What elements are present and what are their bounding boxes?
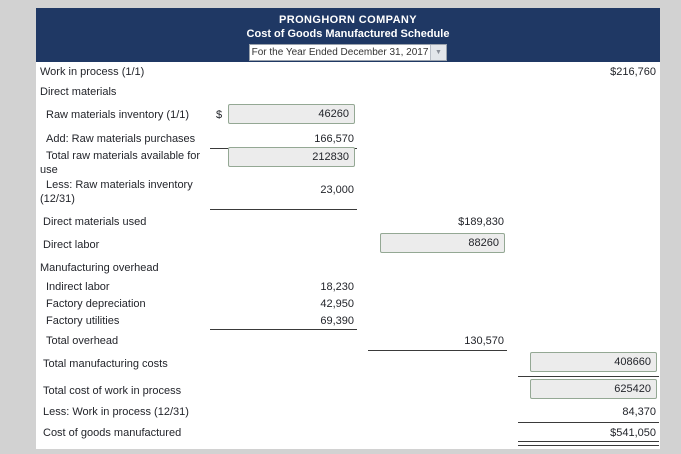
- amount-wip-ending: 84,370: [622, 406, 656, 418]
- row-label-factory-utilities: Factory utilities: [46, 315, 120, 327]
- subtotal-rule: [210, 209, 357, 210]
- row-label-direct-materials-used: Direct materials used: [43, 216, 147, 228]
- row-label-total-raw-materials: Total raw materials available for use: [40, 150, 201, 176]
- row-label-wip-beginning: Work in process (1/1): [40, 66, 145, 78]
- amount-cogm: $541,050: [610, 427, 656, 439]
- subtotal-rule: [368, 350, 507, 351]
- row-label-total-manufacturing-costs: Total manufacturing costs: [43, 358, 168, 370]
- amount-wip-beginning: $216,760: [610, 66, 656, 78]
- period-select-value: For the Year Ended December 31, 2017: [251, 47, 429, 58]
- period-select[interactable]: For the Year Ended December 31, 2017 ▼: [249, 44, 447, 61]
- amount-factory-utilities: 69,390: [320, 315, 354, 327]
- row-label-indirect-labor: Indirect labor: [46, 281, 110, 293]
- row-label-cogm: Cost of goods manufactured: [43, 427, 182, 439]
- subtotal-rule: [210, 329, 357, 330]
- row-label-raw-materials-ending: Less: Raw materials inventory (12/31): [40, 179, 193, 205]
- row-label-direct-materials: Direct materials: [40, 86, 117, 98]
- row-label-raw-materials-beginning: Raw materials inventory (1/1): [46, 109, 190, 121]
- total-double-rule: [518, 441, 659, 446]
- schedule-header: PRONGHORN COMPANY Cost of Goods Manufact…: [36, 8, 660, 62]
- subtotal-rule: [518, 376, 659, 377]
- company-name: PRONGHORN COMPANY: [279, 14, 417, 26]
- subtotal-rule: [518, 422, 659, 423]
- currency-symbol: $: [216, 109, 223, 121]
- chevron-down-icon: ▼: [430, 45, 446, 60]
- input-total-cost-wip[interactable]: [530, 379, 657, 399]
- amount-total-overhead: 130,570: [464, 335, 504, 347]
- row-label-wip-ending: Less: Work in process (12/31): [43, 406, 189, 418]
- row-label-total-cost-wip: Total cost of work in process: [43, 385, 182, 397]
- input-total-manufacturing-costs[interactable]: [530, 352, 657, 372]
- input-direct-labor[interactable]: [380, 233, 505, 253]
- row-label-total-overhead: Total overhead: [46, 335, 119, 347]
- input-raw-materials-beginning[interactable]: [228, 104, 355, 124]
- row-label-raw-materials-purchases: Add: Raw materials purchases: [46, 133, 196, 145]
- amount-raw-materials-ending: 23,000: [320, 184, 354, 196]
- row-label-factory-depreciation: Factory depreciation: [46, 298, 146, 310]
- amount-indirect-labor: 18,230: [320, 281, 354, 293]
- amount-direct-materials-used: $189,830: [458, 216, 504, 228]
- amount-raw-materials-purchases: 166,570: [314, 133, 354, 145]
- amount-factory-depreciation: 42,950: [320, 298, 354, 310]
- schedule-sheet: [36, 8, 660, 449]
- row-label-manufacturing-overhead: Manufacturing overhead: [40, 262, 159, 274]
- schedule-title: Cost of Goods Manufactured Schedule: [246, 28, 450, 40]
- row-label-direct-labor: Direct labor: [43, 239, 100, 251]
- input-total-raw-materials[interactable]: [228, 147, 355, 167]
